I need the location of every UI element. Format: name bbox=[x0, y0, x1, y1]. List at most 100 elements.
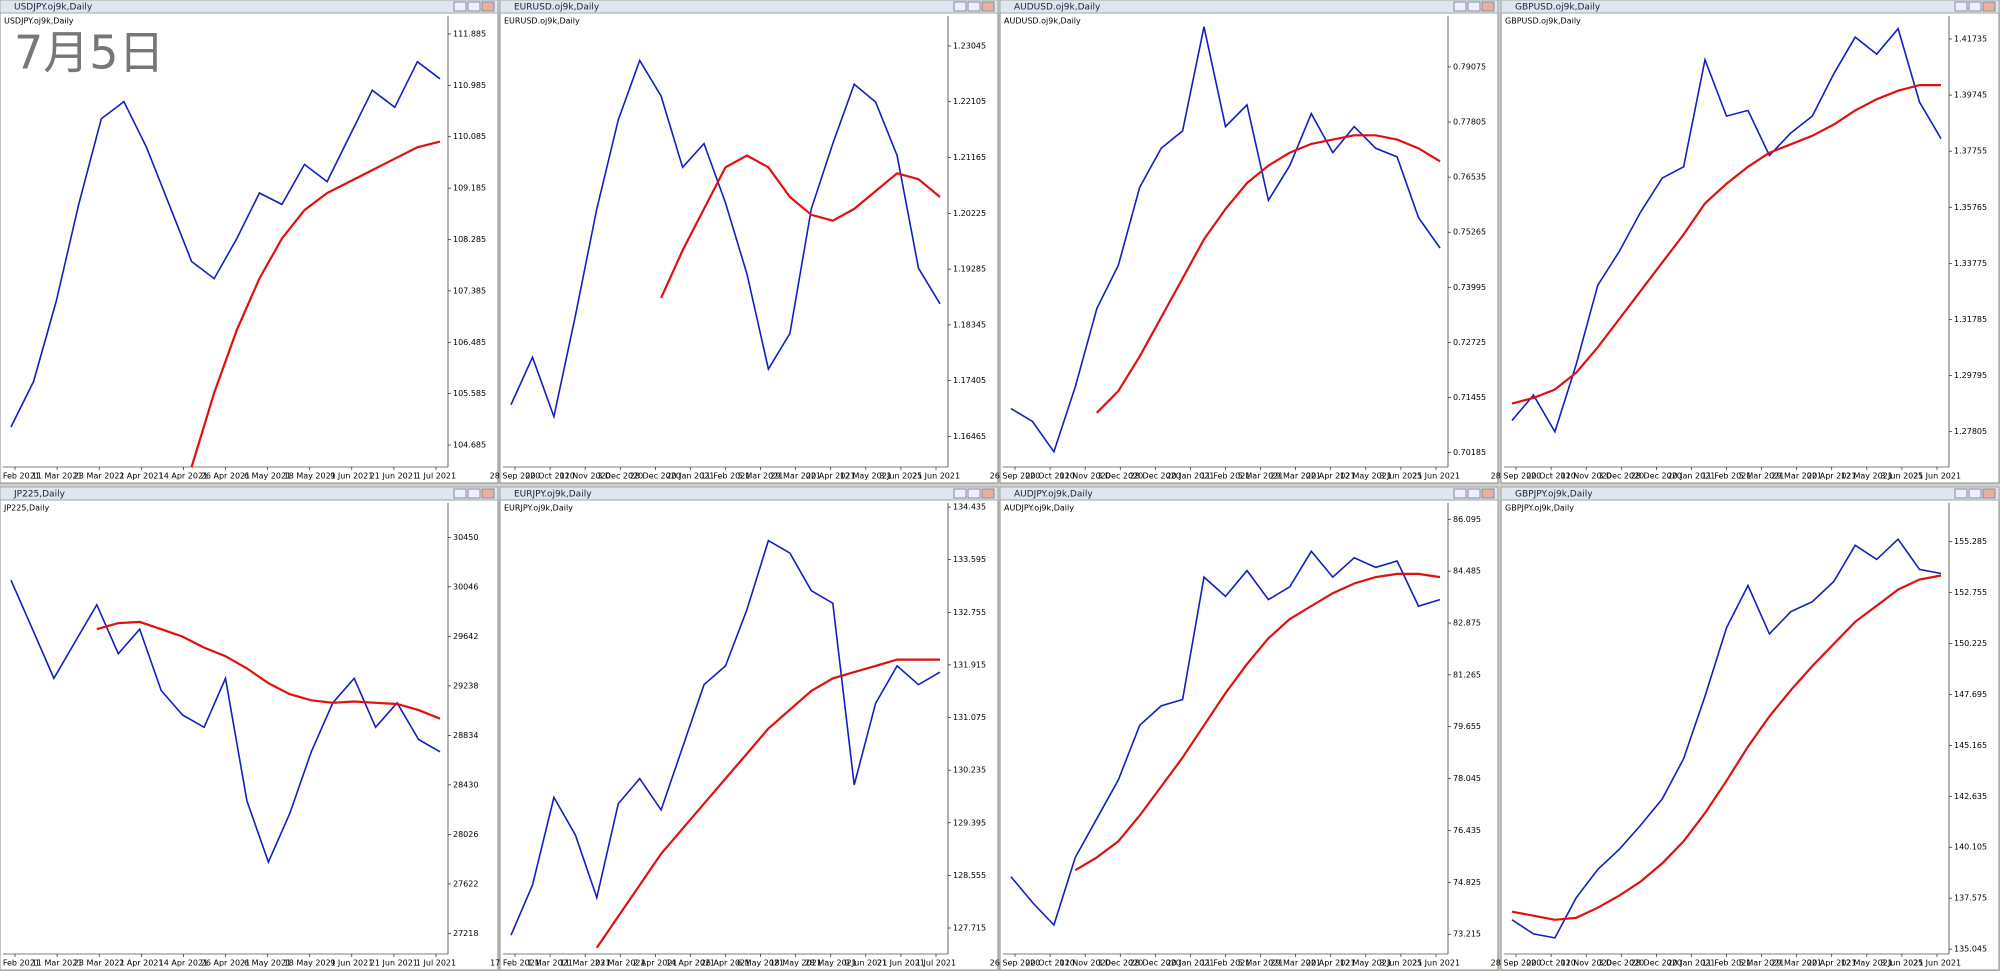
window-button-max[interactable] bbox=[1968, 1, 1982, 12]
time-label: 5 Mar 2021 bbox=[1238, 959, 1284, 968]
time-label: 20 Oct 2020 bbox=[1526, 472, 1575, 481]
window-button-close[interactable] bbox=[1481, 1, 1495, 12]
window-button-max[interactable] bbox=[467, 1, 481, 12]
time-label: 29 Mar 2021 bbox=[1270, 959, 1321, 968]
price-line bbox=[1010, 26, 1441, 454]
time-label: 28 Sep 2020 bbox=[490, 472, 541, 481]
window-button-min[interactable] bbox=[1954, 1, 1968, 12]
price-tick-label: 1.23045 bbox=[953, 41, 986, 50]
window-frame bbox=[1500, 486, 2000, 971]
price-tick-label: 74.825 bbox=[1453, 878, 1481, 887]
time-label: 5 Mar 2021 bbox=[1739, 959, 1785, 968]
price-tick-label: 145.165 bbox=[1954, 741, 1987, 750]
window-button-min[interactable] bbox=[953, 488, 967, 499]
time-label: 23 Mar 2021 bbox=[595, 959, 646, 968]
time-label: 28 Sep 2020 bbox=[1491, 959, 1542, 968]
window-button-min[interactable] bbox=[1954, 488, 1968, 499]
time-label: 20 Jan 2021 bbox=[1667, 959, 1715, 968]
time-label: 6 May 2021 bbox=[244, 959, 291, 968]
time-label: 11 Nov 2020 bbox=[1561, 472, 1612, 481]
window-button-min[interactable] bbox=[453, 488, 467, 499]
time-label: 11 Mar 2021 bbox=[32, 959, 83, 968]
window-button-max[interactable] bbox=[1968, 488, 1982, 499]
window-title: AUDJPY.oj9k,Daily bbox=[1014, 490, 1093, 500]
title-bar bbox=[0, 0, 499, 14]
window-button-min[interactable] bbox=[1453, 488, 1467, 499]
time-label: 26 Sep 2020 bbox=[990, 959, 1041, 968]
time-label: 12 May 2021 bbox=[1841, 959, 1893, 968]
moving-average bbox=[190, 140, 441, 468]
chart-label: EURUSD.oj9k,Daily bbox=[504, 17, 580, 26]
time-label: 11 Nov 2020 bbox=[1060, 472, 1111, 481]
price-tick-label: 0.72725 bbox=[1453, 338, 1486, 347]
price-tick-label: 111.885 bbox=[453, 29, 486, 38]
time-label: 25 Jun 2021 bbox=[1412, 472, 1460, 481]
price-tick-label: 131.915 bbox=[953, 660, 986, 669]
price-tick-label: 1.31785 bbox=[1954, 315, 1987, 324]
price-tick-label: 79.655 bbox=[1453, 722, 1481, 731]
window-button-close[interactable] bbox=[981, 488, 995, 499]
time-label: 9 Jun 2021 bbox=[330, 959, 373, 968]
window-button-close[interactable] bbox=[1982, 1, 1996, 12]
time-label: 20 Oct 2020 bbox=[1025, 959, 1074, 968]
price-tick-label: 1.20225 bbox=[953, 209, 986, 218]
window-button-max[interactable] bbox=[967, 1, 981, 12]
time-label: 11 Nov 2020 bbox=[560, 472, 611, 481]
price-tick-label: 1.35765 bbox=[1954, 203, 1987, 212]
time-label: 17 Feb 2021 bbox=[0, 472, 40, 481]
window-button-max[interactable] bbox=[1467, 1, 1481, 12]
moving-average bbox=[1074, 572, 1441, 872]
time-label: 11 Feb 2021 bbox=[701, 472, 751, 481]
price-tick-label: 142.635 bbox=[1954, 792, 1987, 801]
time-label: 25 Jun 2021 bbox=[1412, 959, 1460, 968]
window-button-max[interactable] bbox=[467, 488, 481, 499]
time-label: 20 Apr 2021 bbox=[1306, 959, 1355, 968]
time-label: 2 Apr 2021 bbox=[119, 959, 163, 968]
time-label: 11 Nov 2020 bbox=[1561, 959, 1612, 968]
time-label: 18 May 2021 bbox=[284, 472, 336, 481]
time-label: 20 Oct 2020 bbox=[1025, 472, 1074, 481]
price-tick-label: 81.265 bbox=[1453, 670, 1481, 679]
time-label: 23 Mar 2021 bbox=[74, 472, 125, 481]
price-tick-label: 1.22105 bbox=[953, 97, 986, 106]
window-button-close[interactable] bbox=[1481, 488, 1495, 499]
time-label: 2 Apr 2021 bbox=[119, 472, 163, 481]
price-tick-label: 0.70185 bbox=[1453, 448, 1486, 457]
time-label: 21 Jun 2021 bbox=[370, 472, 418, 481]
window-button-close[interactable] bbox=[981, 1, 995, 12]
title-bar bbox=[0, 486, 499, 501]
window-button-min[interactable] bbox=[453, 1, 467, 12]
window-button-min[interactable] bbox=[1453, 1, 1467, 12]
time-label: 3 Jun 2021 bbox=[1379, 959, 1422, 968]
time-label: 5 Mar 2021 bbox=[738, 472, 784, 481]
window-frame bbox=[0, 0, 499, 484]
price-tick-label: 0.77805 bbox=[1453, 118, 1486, 127]
price-tick-label: 1.18345 bbox=[953, 320, 986, 329]
moving-average bbox=[96, 620, 441, 720]
time-label: 11 Mar 2021 bbox=[560, 959, 611, 968]
time-label: 3 Dec 2020 bbox=[1598, 472, 1644, 481]
chart-label: JP225,Daily bbox=[3, 504, 50, 513]
window-frame bbox=[0, 486, 499, 971]
window-button-close[interactable] bbox=[481, 488, 495, 499]
window-button-min[interactable] bbox=[953, 1, 967, 12]
chart-label: AUDUSD.oj9k,Daily bbox=[1004, 17, 1081, 26]
window-button-max[interactable] bbox=[967, 488, 981, 499]
time-label: 26 Apr 2021 bbox=[201, 959, 250, 968]
window-button-max[interactable] bbox=[1467, 488, 1481, 499]
time-label: 29 Mar 2021 bbox=[770, 472, 821, 481]
time-label: 28 Sep 2020 bbox=[1491, 472, 1542, 481]
time-label: 3 Dec 2020 bbox=[1097, 959, 1143, 968]
window-button-close[interactable] bbox=[1982, 488, 1996, 499]
price-line bbox=[1511, 27, 1942, 434]
price-tick-label: 28430 bbox=[453, 780, 478, 789]
chart-window: AUDUSD.oj9k,Daily AUDUSD.oj9k,Daily 0.7018… bbox=[990, 0, 1499, 484]
time-label: 28 Dec 2020 bbox=[1130, 472, 1181, 481]
price-tick-label: 84.485 bbox=[1453, 567, 1481, 576]
time-label: 20 Apr 2021 bbox=[1306, 472, 1355, 481]
price-tick-label: 105.585 bbox=[453, 389, 486, 398]
time-label: 12 May 2021 bbox=[1340, 472, 1392, 481]
window-button-close[interactable] bbox=[481, 1, 495, 12]
time-label: 26 Apr 2021 bbox=[201, 472, 250, 481]
